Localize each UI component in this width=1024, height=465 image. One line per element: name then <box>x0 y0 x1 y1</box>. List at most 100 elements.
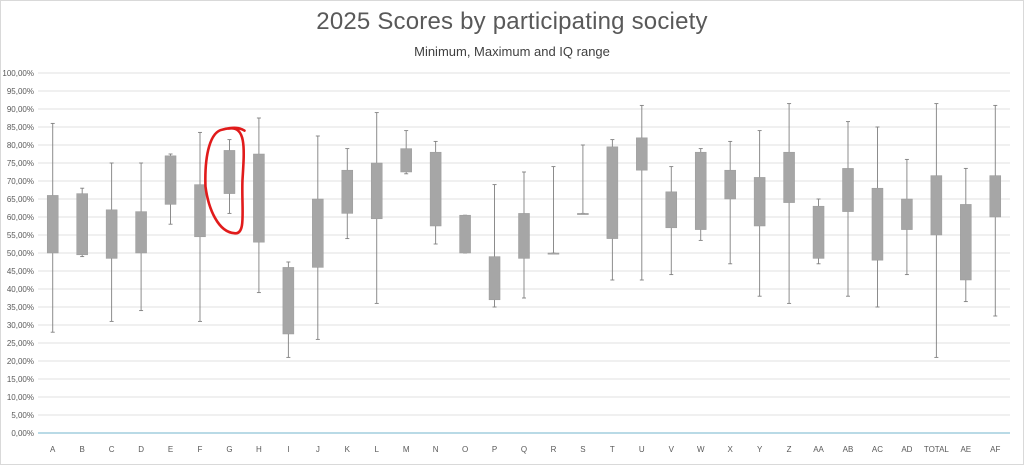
x-tick-label: L <box>375 445 380 454</box>
y-tick-label: 20,00% <box>7 357 34 366</box>
box-n <box>429 140 442 245</box>
box-a <box>46 122 59 333</box>
box-ab <box>842 121 854 297</box>
iqr-box <box>282 267 295 335</box>
iqr-box <box>665 191 678 229</box>
y-axis: 0,00% 5,00% 10,00% 15,00% 20,00% 25,00% 30,00%… <box>2 69 34 438</box>
iqr-box <box>930 175 943 236</box>
x-tick-label: H <box>256 445 262 454</box>
iqr-box <box>194 184 206 238</box>
x-tick-label: Z <box>787 445 792 454</box>
y-tick-label: 15,00% <box>7 375 34 384</box>
x-tick-label: D <box>138 445 144 454</box>
y-tick-label: 45,00% <box>7 267 34 276</box>
x-tick-label: B <box>80 445 85 454</box>
x-tick-label: F <box>198 445 203 454</box>
annotations <box>204 126 246 235</box>
y-tick-label: 70,00% <box>7 177 34 186</box>
x-tick-label: V <box>669 445 675 454</box>
x-tick-label: U <box>639 445 645 454</box>
x-tick-label: T <box>610 445 615 454</box>
iqr-box <box>164 155 177 205</box>
box-e <box>164 153 177 225</box>
iqr-box <box>694 151 707 230</box>
y-tick-label: 0,00% <box>11 429 34 438</box>
y-tick-label: 5,00% <box>11 411 34 420</box>
iqr-box <box>370 162 383 220</box>
iqr-box <box>577 213 589 215</box>
iqr-box <box>960 204 972 281</box>
box-f <box>194 131 206 322</box>
x-tick-label: AB <box>843 445 854 454</box>
box-h <box>253 117 265 294</box>
iqr-box <box>135 211 147 254</box>
y-tick-label: 35,00% <box>7 303 34 312</box>
boxes <box>46 103 1002 358</box>
x-axis: A B C D E F G H I J K L M N O P Q R S T U V W X Y Z AA AB AC AD TOTAL A… <box>50 445 1000 454</box>
iqr-box <box>753 177 766 227</box>
iqr-box <box>76 193 88 256</box>
iqr-box <box>871 187 884 261</box>
y-tick-label: 65,00% <box>7 195 34 204</box>
box-m <box>400 130 412 175</box>
x-tick-label: TOTAL <box>924 445 950 454</box>
box-r <box>547 166 560 255</box>
box-d <box>135 162 147 312</box>
box-i <box>282 261 295 358</box>
box-x <box>724 140 736 265</box>
box-b <box>76 187 88 258</box>
y-tick-label: 80,00% <box>7 141 34 150</box>
y-tick-label: 85,00% <box>7 123 34 132</box>
y-tick-label: 95,00% <box>7 87 34 96</box>
x-tick-label: Y <box>757 445 763 454</box>
iqr-box <box>459 214 471 254</box>
x-tick-label: G <box>226 445 232 454</box>
box-t <box>606 139 619 281</box>
iqr-box <box>606 146 619 239</box>
iqr-box <box>901 198 913 230</box>
x-tick-label: K <box>345 445 351 454</box>
box-o <box>459 214 471 254</box>
box-p <box>488 184 501 308</box>
x-tick-label: E <box>168 445 173 454</box>
box-j <box>312 135 324 340</box>
iqr-box <box>842 168 854 212</box>
iqr-box <box>223 150 236 194</box>
iqr-box <box>253 153 265 243</box>
x-tick-label: AA <box>813 445 824 454</box>
box-y <box>753 130 766 297</box>
y-tick-label: 100,00% <box>2 69 34 78</box>
x-tick-label: I <box>287 445 289 454</box>
x-tick-label: J <box>316 445 320 454</box>
box-c <box>105 162 118 322</box>
x-tick-label: AC <box>872 445 883 454</box>
y-tick-label: 25,00% <box>7 339 34 348</box>
y-tick-label: 30,00% <box>7 321 34 330</box>
iqr-box <box>400 148 412 173</box>
x-tick-label: Q <box>521 445 527 454</box>
y-tick-label: 55,00% <box>7 231 34 240</box>
iqr-box <box>341 169 354 214</box>
iqr-box <box>636 137 648 171</box>
iqr-box <box>429 151 442 227</box>
x-tick-label: P <box>492 445 497 454</box>
x-tick-label: O <box>462 445 468 454</box>
x-tick-label: A <box>50 445 56 454</box>
box-af <box>989 104 1002 317</box>
iqr-box <box>724 169 736 200</box>
x-tick-label: M <box>403 445 410 454</box>
y-tick-label: 75,00% <box>7 159 34 168</box>
iqr-box <box>46 195 59 254</box>
iqr-box <box>312 198 324 268</box>
box-ae <box>960 167 972 303</box>
x-tick-label: R <box>551 445 557 454</box>
iqr-box <box>488 256 501 301</box>
box-q <box>518 171 530 299</box>
box-aa <box>812 198 825 265</box>
iqr-box <box>989 175 1002 218</box>
box-s <box>577 144 589 215</box>
box-v <box>665 166 678 276</box>
y-tick-label: 40,00% <box>7 285 34 294</box>
box-l <box>370 112 383 304</box>
